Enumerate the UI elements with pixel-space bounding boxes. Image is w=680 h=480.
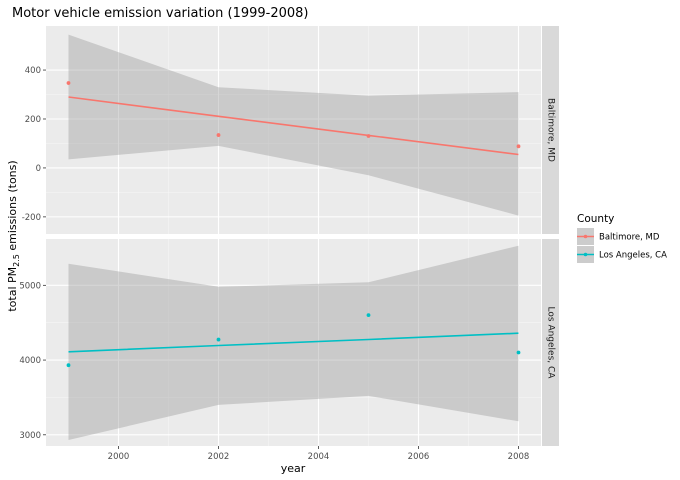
legend-label: Los Angeles, CA bbox=[599, 251, 667, 261]
data-point bbox=[216, 337, 221, 342]
facet-strip-label: Baltimore, MD bbox=[546, 98, 556, 162]
x-tick-label: 2008 bbox=[508, 452, 530, 462]
data-point bbox=[216, 133, 221, 137]
y-axis-title-subscript: 2.5 bbox=[12, 254, 21, 267]
data-point bbox=[366, 134, 371, 138]
y-axis-title: total PM2.5 emissions (tons) bbox=[6, 160, 21, 311]
facet-strip bbox=[542, 239, 559, 446]
legend-item-baltimore: Baltimore, MD bbox=[577, 228, 660, 245]
x-tick-label: 2004 bbox=[308, 452, 330, 462]
legend-item-los-angeles: Los Angeles, CA bbox=[577, 246, 667, 263]
y-tick-label: 0 bbox=[36, 164, 41, 174]
x-axis-title: year bbox=[281, 462, 306, 475]
x-tick-label: 2000 bbox=[108, 452, 130, 462]
data-point bbox=[66, 363, 71, 368]
x-tick-label: 2002 bbox=[208, 452, 230, 462]
panel-background bbox=[46, 26, 541, 234]
y-tick-label: -200 bbox=[22, 213, 41, 223]
y-tick-label: 5000 bbox=[19, 281, 41, 291]
data-point bbox=[516, 144, 521, 149]
legend-key-point bbox=[583, 252, 588, 257]
x-tick-label: 2006 bbox=[408, 452, 430, 462]
y-tick-label: 400 bbox=[25, 66, 41, 76]
data-point bbox=[66, 81, 71, 85]
x-axis: 2000 2002 2004 2006 2008 bbox=[108, 446, 530, 462]
facet-panel-los-angeles: 3000 4000 5000 Los Angeles, CA bbox=[19, 239, 559, 446]
y-axis-title-suffix: emissions (tons) bbox=[6, 160, 19, 254]
facet-strip bbox=[542, 26, 559, 234]
fit-line bbox=[68, 332, 519, 353]
facet-panel-baltimore: -200 0 200 400 Baltimore, MD bbox=[22, 26, 559, 234]
data-point bbox=[516, 350, 521, 355]
fit-line bbox=[68, 96, 519, 156]
facet-strip-label: Los Angeles, CA bbox=[546, 307, 556, 380]
chart-title: Motor vehicle emission variation (1999-2… bbox=[12, 6, 309, 21]
legend-key-point bbox=[583, 234, 588, 239]
legend-title: County bbox=[577, 213, 614, 225]
legend-label: Baltimore, MD bbox=[599, 233, 660, 243]
y-axis-title-prefix: total PM bbox=[6, 267, 19, 312]
y-tick-label: 200 bbox=[25, 115, 41, 125]
data-point bbox=[366, 313, 371, 318]
y-tick-label: 4000 bbox=[19, 356, 41, 366]
y-tick-label: 3000 bbox=[19, 431, 41, 441]
legend: County Baltimore, MD Los Angeles, CA bbox=[577, 213, 667, 263]
